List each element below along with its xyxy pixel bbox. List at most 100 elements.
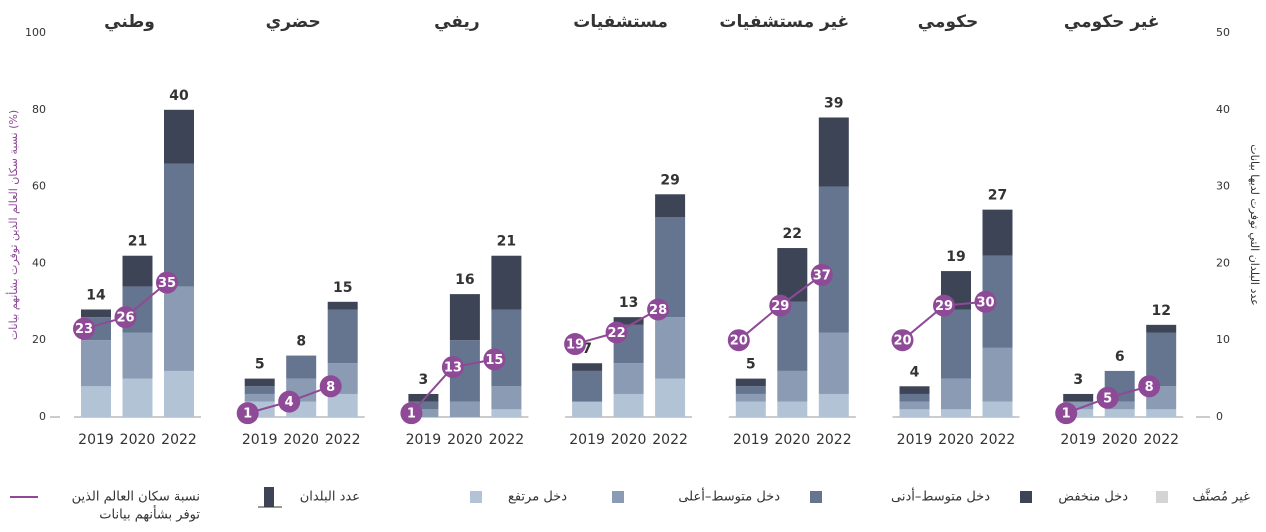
group-title: غير مستشفيات bbox=[719, 12, 849, 32]
population-label: 1 bbox=[243, 407, 252, 422]
bar-segment bbox=[81, 309, 111, 318]
population-label: 30 bbox=[976, 295, 994, 310]
population-marker bbox=[441, 356, 464, 379]
bar-segment bbox=[655, 378, 686, 417]
group-title: وطني bbox=[104, 12, 155, 32]
bar-segment bbox=[449, 401, 480, 417]
bar-segment bbox=[941, 378, 971, 410]
total-label: 27 bbox=[988, 188, 1007, 204]
x-tick-label: 2022 bbox=[489, 432, 525, 448]
bar-segment bbox=[941, 409, 971, 417]
population-marker bbox=[156, 271, 178, 294]
bar-segment bbox=[408, 409, 439, 417]
total-label: 3 bbox=[419, 372, 429, 388]
x-tick-label: 2020 bbox=[611, 432, 647, 448]
bar-segment bbox=[655, 194, 686, 218]
bar-segment bbox=[982, 401, 1013, 417]
bar-segment bbox=[164, 286, 194, 371]
bar-segment bbox=[81, 386, 111, 417]
population-marker bbox=[564, 333, 587, 356]
bar-segment bbox=[613, 393, 644, 417]
bar-segment bbox=[1063, 401, 1094, 410]
bar-segment bbox=[818, 332, 849, 394]
bar-segment bbox=[982, 209, 1013, 256]
x-tick-label: 2022 bbox=[980, 432, 1016, 448]
population-label: 20 bbox=[893, 334, 911, 349]
bar-segment bbox=[735, 378, 766, 387]
total-label: 39 bbox=[824, 95, 843, 111]
bar-segment bbox=[572, 363, 603, 371]
y2-axis-title: عدد البلدان التي توفرت لديها بيانات bbox=[1248, 144, 1261, 305]
x-tick-label: 2019 bbox=[897, 432, 933, 448]
y2-tick-label: 40 bbox=[1216, 103, 1230, 116]
group-title: ريفي bbox=[434, 12, 480, 32]
bar-segment bbox=[491, 386, 522, 410]
total-label: 4 bbox=[910, 364, 920, 380]
x-tick-label: 2019 bbox=[242, 432, 278, 448]
population-label: 37 bbox=[813, 268, 831, 283]
population-marker bbox=[319, 375, 342, 398]
total-label: 19 bbox=[946, 249, 965, 265]
bar-segment bbox=[1104, 409, 1135, 417]
population-label: 13 bbox=[444, 361, 462, 376]
x-tick-label: 2022 bbox=[816, 432, 852, 448]
total-label: 12 bbox=[1151, 303, 1170, 319]
population-marker bbox=[1138, 375, 1161, 398]
legend-swatch bbox=[612, 491, 624, 503]
y-tick-label: 0 bbox=[39, 410, 46, 423]
bar-segment bbox=[899, 393, 930, 402]
bar-segment bbox=[327, 393, 358, 417]
total-label: 29 bbox=[660, 172, 679, 188]
population-marker bbox=[605, 321, 628, 344]
x-tick-label: 2020 bbox=[447, 432, 483, 448]
group-title: غير حكومي bbox=[1064, 12, 1160, 32]
y2-tick-label: 20 bbox=[1216, 256, 1230, 269]
total-label: 21 bbox=[497, 234, 516, 250]
total-label: 40 bbox=[169, 88, 189, 104]
population-label: 29 bbox=[935, 299, 953, 314]
bar-segment bbox=[613, 363, 644, 394]
population-label: 26 bbox=[116, 311, 134, 326]
population-marker bbox=[483, 348, 506, 371]
bar-segment bbox=[941, 309, 971, 379]
bar-segment bbox=[613, 317, 644, 325]
legend-label: عدد البلدان bbox=[300, 490, 360, 505]
x-tick-label: 2020 bbox=[1102, 432, 1138, 448]
population-label: 22 bbox=[608, 326, 626, 341]
x-tick-label: 2022 bbox=[325, 432, 361, 448]
bar-segment bbox=[408, 393, 439, 402]
population-marker bbox=[727, 329, 750, 352]
bar-segment bbox=[408, 401, 439, 410]
x-tick-label: 2020 bbox=[938, 432, 974, 448]
legend-label: دخل منخفض bbox=[1058, 490, 1128, 505]
x-tick-label: 2022 bbox=[652, 432, 688, 448]
group-title: حكومي bbox=[918, 12, 979, 32]
bar-segment bbox=[122, 378, 153, 417]
population-marker bbox=[974, 290, 997, 313]
legend-label: غير مُصنَّف bbox=[1192, 487, 1250, 504]
y-axis-title: نسبة سكان العالم الذين توفرت بشأنهم بيان… bbox=[5, 110, 20, 340]
y2-tick-label: 50 bbox=[1216, 26, 1230, 39]
x-tick-label: 2019 bbox=[406, 432, 442, 448]
bar-segment bbox=[777, 370, 808, 402]
population-marker bbox=[236, 402, 259, 425]
bar-segment bbox=[1063, 393, 1094, 402]
bar-segment bbox=[818, 117, 849, 187]
bar-segment bbox=[777, 401, 808, 417]
bar-segment bbox=[327, 309, 358, 364]
y-tick-label: 100 bbox=[25, 26, 46, 39]
population-marker bbox=[73, 317, 95, 340]
x-tick-label: 2022 bbox=[1143, 432, 1179, 448]
total-label: 6 bbox=[1115, 349, 1125, 365]
total-label: 5 bbox=[255, 357, 265, 373]
bar-segment bbox=[572, 401, 603, 417]
x-tick-label: 2022 bbox=[161, 432, 197, 448]
x-tick-label: 2020 bbox=[774, 432, 810, 448]
y-tick-label: 40 bbox=[32, 256, 46, 269]
population-label: 8 bbox=[1145, 380, 1154, 395]
population-label: 15 bbox=[485, 353, 503, 368]
bar-segment bbox=[899, 386, 930, 394]
population-label: 28 bbox=[649, 303, 667, 318]
bar-segment bbox=[735, 401, 766, 417]
population-label: 1 bbox=[407, 407, 416, 422]
